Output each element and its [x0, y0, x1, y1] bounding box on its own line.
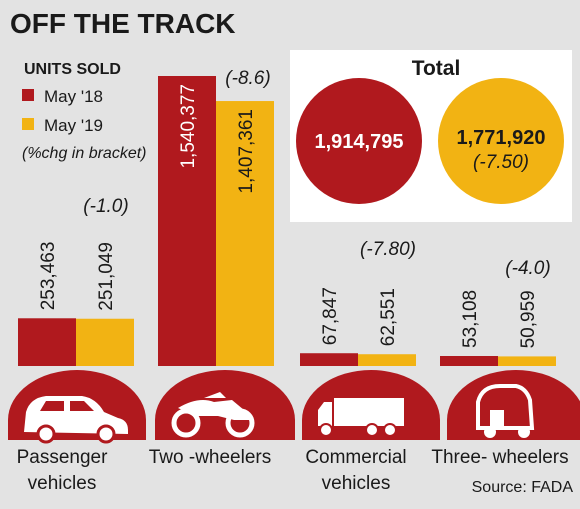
- car-icon: [8, 370, 146, 444]
- bar-value-label-0-0: 253,463: [38, 242, 59, 311]
- total-value-may19: 1,771,920: [457, 127, 546, 149]
- bar-3-0: [440, 356, 498, 366]
- legend-swatch-may19: [22, 118, 34, 130]
- category-label-1-0: Two -wheelers: [149, 447, 272, 468]
- bar-value-label-3-0: 53,108: [460, 290, 481, 348]
- total-value-may18: 1,914,795: [315, 131, 404, 153]
- bar-value-label-1-1: 1,407,361: [236, 109, 257, 194]
- legend-swatch-may18: [22, 89, 34, 101]
- category-label-0-0: Passenger: [17, 447, 109, 468]
- pct-change-label-2: (-7.80): [360, 239, 416, 260]
- pct-change-label-3: (-4.0): [505, 258, 550, 279]
- bar-value-label-1-0: 1,540,377: [178, 84, 199, 169]
- total-circle-may18: [296, 78, 422, 204]
- truck-icon: [302, 370, 440, 440]
- category-label-2-0: Commercial: [305, 447, 406, 468]
- bar-3-1: [498, 356, 556, 366]
- bar-value-label-2-1: 62,551: [378, 288, 399, 346]
- bar-value-label-2-0: 67,847: [320, 287, 341, 345]
- legend-note: (%chg in bracket): [22, 145, 147, 162]
- total-title: Total: [412, 57, 461, 80]
- bar-value-label-3-1: 50,959: [518, 290, 539, 348]
- motorcycle-icon: [155, 370, 295, 440]
- bar-2-1: [358, 354, 416, 366]
- legend-label-may19: May '19: [44, 116, 103, 135]
- bar-2-0: [300, 353, 358, 366]
- total-circle-may19: [438, 78, 564, 204]
- category-label-0-1: vehicles: [28, 473, 97, 494]
- bar-0-0: [18, 318, 76, 366]
- chart-title: OFF THE TRACK: [10, 8, 236, 39]
- total-pct-change: (-7.50): [473, 152, 529, 173]
- legend-title: UNITS SOLD: [24, 61, 121, 78]
- category-label-2-1: vehicles: [322, 473, 391, 494]
- bar-value-label-0-1: 251,049: [96, 242, 117, 311]
- bar-1-0: [158, 76, 216, 366]
- bar-0-1: [76, 318, 134, 366]
- source-note: Source: FADA: [472, 479, 574, 496]
- category-label-3-0: Three- wheelers: [431, 447, 568, 468]
- pct-change-label-0: (-1.0): [83, 196, 128, 217]
- pct-change-label-1: (-8.6): [225, 68, 270, 89]
- auto-rickshaw-icon: [447, 370, 580, 440]
- legend-label-may18: May '18: [44, 87, 103, 106]
- bar-1-1: [216, 101, 274, 367]
